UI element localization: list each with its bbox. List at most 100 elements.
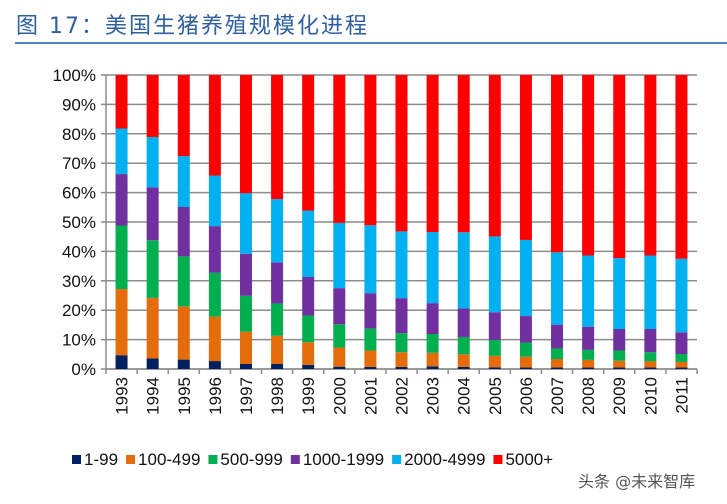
x-tick-label: 1999 xyxy=(299,377,318,415)
x-tick-label: 2008 xyxy=(579,377,598,415)
bar-segment-500-999-2002 xyxy=(395,333,408,353)
y-tick-label: 60% xyxy=(62,184,96,203)
bar-segment-100-499-1993 xyxy=(115,289,128,356)
title-divider xyxy=(15,42,727,44)
bar-segment-100-499-2002 xyxy=(395,352,408,367)
bar-segment-5000+-1994 xyxy=(146,75,159,138)
bar-segment-5000+-2001 xyxy=(364,75,377,226)
x-tick-label: 2002 xyxy=(393,377,412,415)
y-tick-label: 0% xyxy=(71,360,96,379)
bar-segment-1-99-1994 xyxy=(146,358,159,369)
bar-segment-5000+-1995 xyxy=(177,75,190,157)
bar-segment-500-999-2009 xyxy=(613,350,626,361)
legend-swatch-1000-1999 xyxy=(290,455,300,464)
bar-segment-5000+-2007 xyxy=(551,75,564,253)
legend-label-2000-4999: 2000-4999 xyxy=(404,450,485,469)
bar-segment-1000-1999-2010 xyxy=(644,329,657,353)
bar-segment-100-499-2006 xyxy=(519,356,532,368)
bar-segment-1000-1999-2009 xyxy=(613,329,626,351)
x-tick-label: 2001 xyxy=(361,377,380,415)
bar-segment-1-99-2004 xyxy=(457,366,470,369)
y-tick-label: 70% xyxy=(62,154,96,173)
bar-segment-100-499-2008 xyxy=(582,359,595,368)
bar-segment-5000+-1993 xyxy=(115,75,128,129)
bar-segment-1-99-2006 xyxy=(519,367,532,369)
bar-segment-1-99-1996 xyxy=(208,361,221,369)
bar-segment-2000-4999-1998 xyxy=(271,199,284,263)
bar-segment-100-499-2000 xyxy=(333,347,346,367)
watermark: 头条 @未来智库 xyxy=(578,472,696,491)
bar-segment-1-99-1993 xyxy=(115,355,128,369)
bar-segment-1-99-2003 xyxy=(426,366,439,369)
legend-label-1-99: 1-99 xyxy=(84,450,118,469)
legend-label-100-499: 100-499 xyxy=(138,450,200,469)
bar-segment-100-499-1996 xyxy=(208,316,221,362)
x-tick-label: 1996 xyxy=(206,377,225,415)
bar-segment-2000-4999-2005 xyxy=(488,236,501,313)
bar-segment-1000-1999-2003 xyxy=(426,303,439,335)
bar-segment-1-99-1999 xyxy=(302,364,315,369)
bar-segment-500-999-1995 xyxy=(177,256,190,307)
bar-segment-5000+-2006 xyxy=(519,75,532,240)
bar-segment-5000+-2009 xyxy=(613,75,626,259)
bar-segment-2000-4999-2009 xyxy=(613,258,626,330)
bar-segment-1000-1999-2008 xyxy=(582,326,595,350)
bar-segment-1-99-2008 xyxy=(582,367,595,369)
x-tick-label: 2009 xyxy=(610,377,629,415)
legend-label-1000-1999: 1000-1999 xyxy=(303,450,384,469)
bar-segment-1000-1999-2006 xyxy=(519,316,532,343)
bar-segment-2000-4999-2001 xyxy=(364,225,377,294)
y-tick-label: 50% xyxy=(62,213,96,232)
bar-segment-2000-4999-2002 xyxy=(395,231,408,299)
x-tick-label: 2011 xyxy=(672,377,691,414)
bar-segment-1000-1999-1994 xyxy=(146,187,159,241)
bar-segment-5000+-1999 xyxy=(302,75,315,211)
bar-segment-5000+-2011 xyxy=(675,75,688,259)
bar-segment-5000+-2002 xyxy=(395,75,408,232)
y-tick-label: 90% xyxy=(62,95,96,114)
bar-segment-100-499-2007 xyxy=(551,359,564,368)
bar-segment-5000+-1997 xyxy=(239,75,252,194)
bar-segment-2000-4999-2008 xyxy=(582,255,595,327)
bar-segment-2000-4999-1997 xyxy=(239,193,252,254)
x-tick-label: 1998 xyxy=(268,377,287,415)
bar-segment-100-499-2004 xyxy=(457,354,470,367)
bar-segment-5000+-2003 xyxy=(426,75,439,232)
bar-segment-100-499-1997 xyxy=(239,331,252,365)
bar-segment-2000-4999-1994 xyxy=(146,137,159,188)
bar-segment-500-999-2001 xyxy=(364,328,377,351)
bar-segment-100-499-1994 xyxy=(146,297,159,359)
bar-segment-5000+-2004 xyxy=(457,75,470,233)
x-tick-label: 2010 xyxy=(641,377,660,415)
bar-segment-1000-1999-1998 xyxy=(271,262,284,304)
bar-segment-1000-1999-1999 xyxy=(302,276,315,316)
legend-label-500-999: 500-999 xyxy=(220,450,282,469)
bar-segment-1-99-1997 xyxy=(239,364,252,369)
bar-segment-5000+-2008 xyxy=(582,75,595,256)
x-tick-label: 1993 xyxy=(113,377,132,415)
bar-segment-2000-4999-2010 xyxy=(644,255,657,330)
y-tick-label: 80% xyxy=(62,125,96,144)
bar-segment-1-99-2005 xyxy=(488,367,501,369)
bar-segment-100-499-2005 xyxy=(488,355,501,368)
bar-segment-5000+-2005 xyxy=(488,75,501,237)
bar-segment-1-99-2007 xyxy=(551,367,564,369)
bar-segment-1000-1999-2004 xyxy=(457,308,470,337)
bar-segment-100-499-2001 xyxy=(364,350,377,367)
x-tick-label: 1994 xyxy=(144,377,163,415)
bar-segment-2000-4999-1999 xyxy=(302,210,315,277)
bar-segment-500-999-1996 xyxy=(208,272,221,317)
bar-segment-500-999-2008 xyxy=(582,349,595,360)
bar-segment-100-499-1999 xyxy=(302,342,315,365)
x-tick-label: 2005 xyxy=(486,377,505,415)
bar-segment-2000-4999-2000 xyxy=(333,222,346,289)
bar-segment-2000-4999-2006 xyxy=(519,239,532,317)
bar-segment-500-999-1997 xyxy=(239,295,252,332)
y-tick-label: 40% xyxy=(62,242,96,261)
x-tick-label: 2003 xyxy=(424,377,443,415)
bar-segment-100-499-1998 xyxy=(271,335,284,365)
figure-title: 图 17：美国生猪养殖规模化进程 xyxy=(16,14,369,39)
bar-segment-500-999-2006 xyxy=(519,342,532,357)
bar-segment-500-999-1999 xyxy=(302,315,315,343)
